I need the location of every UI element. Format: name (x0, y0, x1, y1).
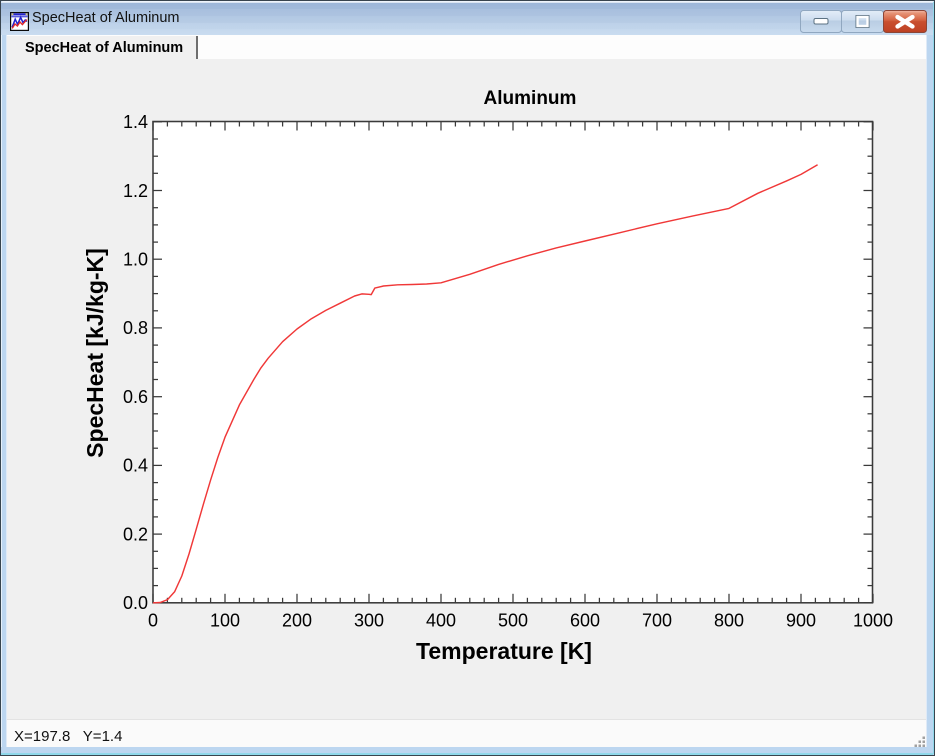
svg-text:100: 100 (210, 611, 240, 631)
svg-text:Temperature [K]: Temperature [K] (416, 638, 592, 664)
svg-text:600: 600 (570, 611, 600, 631)
svg-text:0.0: 0.0 (123, 593, 148, 613)
svg-text:200: 200 (282, 611, 312, 631)
svg-text:800: 800 (714, 611, 744, 631)
svg-text:1.0: 1.0 (123, 250, 148, 270)
svg-text:1.2: 1.2 (123, 181, 148, 201)
svg-text:700: 700 (642, 611, 672, 631)
svg-text:400: 400 (426, 611, 456, 631)
svg-text:0.6: 0.6 (123, 387, 148, 407)
svg-text:SpecHeat [kJ/kg-K]: SpecHeat [kJ/kg-K] (82, 248, 108, 458)
svg-text:300: 300 (354, 611, 384, 631)
svg-text:900: 900 (786, 611, 816, 631)
svg-text:0.8: 0.8 (123, 318, 148, 338)
svg-text:1000: 1000 (853, 611, 893, 631)
svg-text:500: 500 (498, 611, 528, 631)
svg-text:1.4: 1.4 (123, 112, 148, 132)
svg-text:Aluminum: Aluminum (484, 88, 577, 109)
svg-text:0: 0 (148, 611, 158, 631)
svg-text:0.4: 0.4 (123, 456, 148, 476)
svg-text:0.2: 0.2 (123, 524, 148, 544)
